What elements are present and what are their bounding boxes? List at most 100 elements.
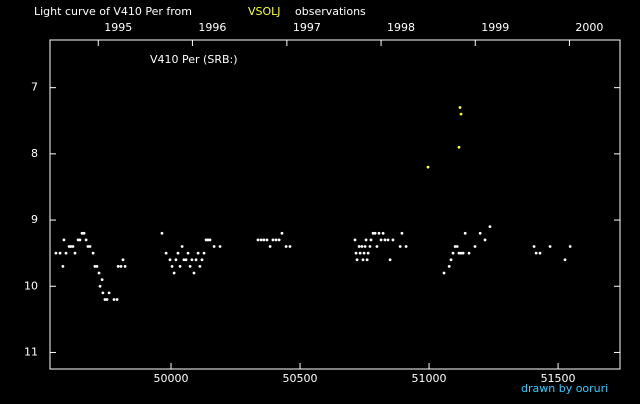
data-point xyxy=(538,251,542,255)
y-tick-label: 11 xyxy=(24,345,38,358)
data-point xyxy=(532,245,536,248)
x2-tick-label: 1999 xyxy=(481,21,509,34)
data-point xyxy=(194,258,198,262)
data-point xyxy=(548,245,552,248)
data-point xyxy=(78,238,82,242)
data-point xyxy=(453,245,457,248)
data-point xyxy=(123,264,127,268)
star-label: V410 Per (SRB:) xyxy=(150,53,238,66)
data-point xyxy=(262,238,266,242)
data-point xyxy=(180,245,184,248)
data-point xyxy=(381,231,385,235)
data-point xyxy=(174,258,178,262)
data-point xyxy=(449,258,453,262)
x2-tick-label: 1998 xyxy=(387,21,415,34)
chart-title-highlight: VSOLJ xyxy=(248,5,281,18)
chart-title: Light curve of V410 Per from xyxy=(34,5,192,18)
data-point xyxy=(265,238,269,242)
y-tick-label: 9 xyxy=(31,213,38,226)
data-point xyxy=(64,251,68,255)
data-point xyxy=(97,271,101,275)
chart-title-suffix: observations xyxy=(295,5,366,18)
y-tick-label: 8 xyxy=(31,147,38,160)
data-point xyxy=(355,258,359,262)
data-point xyxy=(467,251,471,255)
data-point xyxy=(426,165,430,169)
data-point xyxy=(457,251,461,255)
data-point xyxy=(488,225,492,229)
data-point xyxy=(404,245,408,248)
data-point xyxy=(534,251,538,255)
data-point xyxy=(198,264,202,268)
data-point xyxy=(377,231,381,235)
data-point xyxy=(170,264,174,268)
data-point xyxy=(103,298,107,301)
data-point xyxy=(447,264,451,268)
data-point xyxy=(478,231,482,235)
data-point xyxy=(121,258,125,262)
data-point xyxy=(84,238,88,242)
data-point xyxy=(271,238,275,242)
data-point xyxy=(354,251,358,255)
data-point xyxy=(186,251,190,255)
data-point xyxy=(442,271,446,275)
data-point xyxy=(455,245,459,248)
data-point xyxy=(184,258,188,262)
x-tick-label: 51000 xyxy=(412,372,447,385)
data-point xyxy=(80,231,84,235)
data-point xyxy=(280,231,284,235)
data-point xyxy=(172,271,176,275)
data-point xyxy=(563,258,567,262)
data-point xyxy=(353,238,357,242)
data-point xyxy=(365,258,369,262)
data-point xyxy=(105,298,109,301)
data-point xyxy=(62,238,66,242)
data-point xyxy=(457,145,461,149)
data-point xyxy=(182,258,186,262)
data-point xyxy=(212,245,216,248)
data-point xyxy=(93,264,97,268)
x-tick-label: 50500 xyxy=(283,372,318,385)
data-point xyxy=(360,245,364,248)
data-point xyxy=(362,251,366,255)
data-point xyxy=(361,258,365,262)
data-point xyxy=(268,245,272,248)
data-point xyxy=(383,238,387,242)
data-point xyxy=(73,251,77,255)
data-point xyxy=(391,238,395,242)
data-point xyxy=(379,238,383,242)
data-point xyxy=(277,238,281,242)
data-point xyxy=(112,298,116,301)
data-point xyxy=(218,245,222,248)
y-tick-label: 7 xyxy=(31,81,38,94)
data-point xyxy=(357,245,361,248)
data-point xyxy=(115,298,119,301)
data-point xyxy=(463,231,467,235)
data-point xyxy=(363,245,367,248)
data-point xyxy=(190,258,194,262)
data-point xyxy=(69,245,73,248)
data-point xyxy=(256,238,260,242)
data-point xyxy=(259,238,263,242)
data-point xyxy=(206,238,210,242)
data-point xyxy=(168,258,172,262)
data-point xyxy=(368,245,372,248)
data-point xyxy=(483,238,487,242)
data-point xyxy=(459,251,463,255)
x2-tick-label: 1997 xyxy=(293,21,321,34)
data-point xyxy=(373,231,377,235)
data-point xyxy=(192,271,196,275)
data-point xyxy=(91,251,95,255)
data-point xyxy=(164,251,168,255)
data-point xyxy=(119,264,123,268)
data-point xyxy=(196,251,200,255)
data-point xyxy=(284,245,288,248)
data-point xyxy=(82,231,86,235)
data-point xyxy=(375,245,379,248)
credit: drawn by ooruri xyxy=(521,382,608,395)
data-point xyxy=(176,251,180,255)
data-point xyxy=(208,238,212,242)
data-point xyxy=(461,251,465,255)
data-point xyxy=(188,264,192,268)
